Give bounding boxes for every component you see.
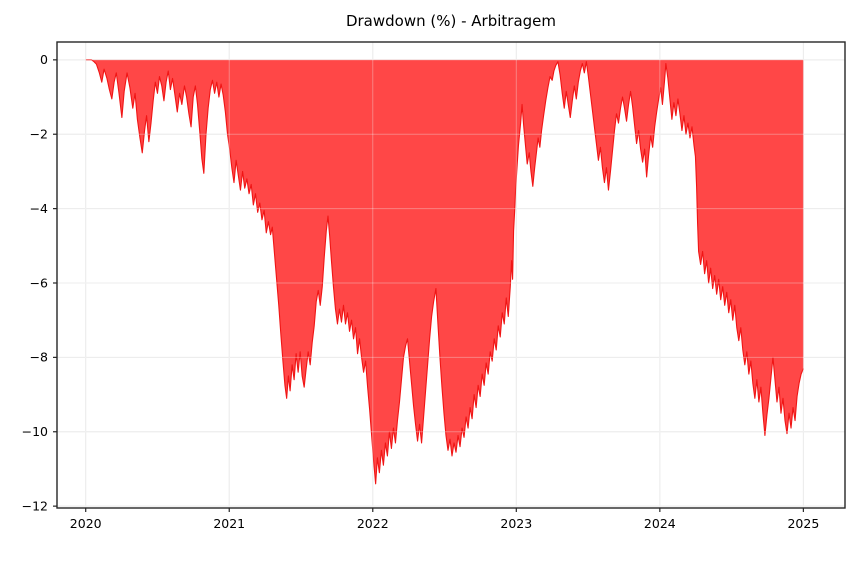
chart-title: Drawdown (%) - Arbitragem [345,12,557,30]
x-tick-label: 2024 [644,516,676,531]
drawdown-area [85,59,804,484]
x-tick-label: 2020 [70,516,102,531]
x-tick-label: 2025 [787,516,819,531]
y-tick-label: −12 [22,498,48,513]
y-tick-label: −8 [30,350,48,365]
tick-marks [53,59,804,512]
y-tick-label: −4 [30,201,48,216]
plot-border [56,41,846,509]
y-tick-label: −6 [30,275,48,290]
x-tick-label: 2021 [213,516,245,531]
x-tick-label: 2022 [357,516,389,531]
y-tick-label: 0 [40,52,48,67]
y-tick-label: −2 [30,127,48,142]
grid-overlay-layer [57,42,845,508]
x-tick-label: 2023 [500,516,532,531]
y-tick-label: −10 [22,424,48,439]
drawdown-line [85,59,804,485]
